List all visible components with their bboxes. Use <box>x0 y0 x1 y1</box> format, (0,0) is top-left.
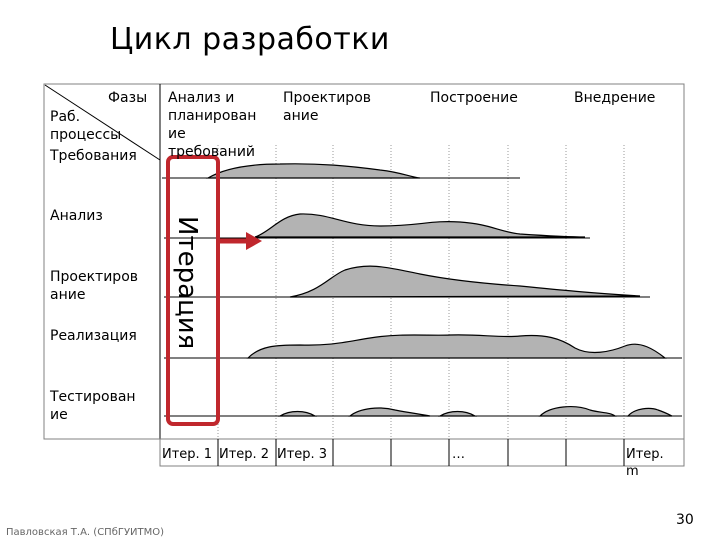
iteration-ellipsis: … <box>452 447 465 462</box>
iteration-3: Итер. 3 <box>277 447 328 462</box>
iteration-1: Итер. 1 <box>162 447 213 462</box>
process-testing: Тестирован ие <box>50 389 136 423</box>
phases-label: Фазы <box>108 90 148 106</box>
iteration-2: Итер. 2 <box>219 447 270 462</box>
curve-implementation <box>246 334 667 359</box>
phase-deployment: Внедрение <box>574 90 656 106</box>
processes-label: Раб. процессы <box>50 109 122 143</box>
iteration-label: Итерация <box>172 216 202 350</box>
arrow-icon <box>246 232 262 250</box>
process-requirements: Требования <box>50 148 137 164</box>
diagram-frame <box>43 83 685 440</box>
iteration-highlight-frame <box>166 155 220 426</box>
curve-requirements <box>205 163 421 179</box>
footer-author: Павловская Т.А. (СПбГУИТМО) <box>6 527 165 538</box>
process-implementation: Реализация <box>50 328 137 344</box>
process-design: Проектиров ание <box>50 269 139 303</box>
header-diagonal <box>44 84 161 161</box>
curve-testing <box>277 406 673 417</box>
iteration-m: Итер. m <box>626 447 664 479</box>
phase-construction: Построение <box>430 90 518 106</box>
phase-analysis: Анализ и планирован ие требований <box>168 90 257 160</box>
iteration-ticks <box>217 439 625 466</box>
curve-analysis <box>254 213 586 238</box>
slide-title: Цикл разработки <box>110 22 390 57</box>
iteration-row <box>159 438 685 467</box>
page-number: 30 <box>676 512 694 528</box>
phase-design: Проектиров ание <box>283 90 372 124</box>
curve-design <box>289 265 641 298</box>
process-analysis: Анализ <box>50 208 103 224</box>
